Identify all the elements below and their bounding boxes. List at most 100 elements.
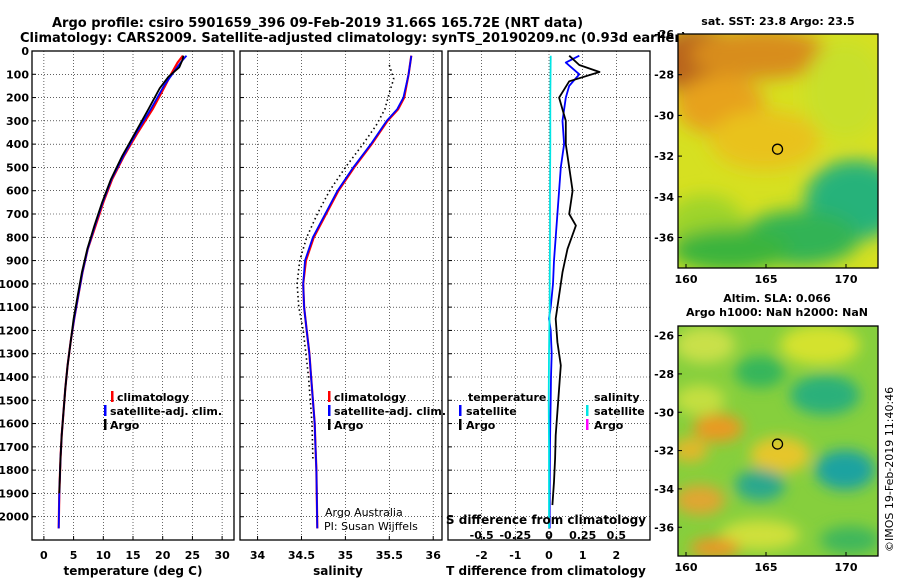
- y-tick-label: 800: [6, 231, 29, 244]
- temperature-legend: climatology satellite-adj. clim. Argo: [104, 391, 222, 432]
- legend-salinity-title: salinity: [594, 391, 640, 404]
- s-difference-x-label: S difference from climatology: [446, 513, 646, 527]
- salinity-x-label: salinity: [313, 564, 363, 578]
- difference-frame: [447, 50, 651, 541]
- legend-s-argo-label: Argo: [594, 419, 624, 432]
- map-y-tick-label: -32: [654, 445, 674, 458]
- y-tick-label: 600: [6, 185, 29, 198]
- y-tick-label: 300: [6, 115, 29, 128]
- difference-panel: -2 -1 0 1 2 -0.5 -0.25 0 0.25 0.5 T difference f…: [446, 50, 651, 578]
- y-tick-label: 2000: [0, 511, 29, 524]
- x-tick-label: 35: [338, 549, 353, 562]
- temperature-panel: 0100200300400500600700800900100011001200…: [0, 45, 235, 578]
- legend-t-satellite-swatch: [459, 405, 462, 416]
- legend-satellite-swatch: [104, 405, 107, 416]
- series-line-climatology: [302, 55, 413, 529]
- series-line-argo: [58, 55, 185, 494]
- map-x-tick-label: 165: [755, 273, 778, 286]
- x-tick-label: 10: [96, 549, 112, 562]
- temperature-series: [57, 55, 188, 529]
- series-line-argo: [296, 64, 395, 459]
- sst-map-title: sat. SST: 23.8 Argo: 23.5: [701, 15, 854, 28]
- s-tick-label: 0.25: [569, 529, 596, 542]
- y-tick-label: 1200: [0, 324, 29, 337]
- y-tick-label: 1000: [0, 278, 29, 291]
- x-tick-label: 5: [70, 549, 78, 562]
- salinity-frame: [239, 50, 443, 541]
- y-tick-label: 100: [6, 68, 29, 81]
- map-y-tick-label: -30: [654, 109, 674, 122]
- x-tick-label: 0: [545, 549, 553, 562]
- legend-t-argo-label: Argo: [466, 419, 496, 432]
- s-tick-label: -0.25: [499, 529, 531, 542]
- sst-map-frame: [677, 33, 879, 269]
- map-x-tick-label: 170: [835, 561, 858, 574]
- map-x-tick-label: 165: [755, 561, 778, 574]
- legend-satellite-label: satellite-adj. clim.: [110, 405, 222, 418]
- salinity-tick-labels: 34 34.5 35 35.5 36: [250, 549, 441, 562]
- map-y-tick-label: -26: [654, 28, 674, 41]
- temperature-tick-labels: 0 5 10 15 20 25 30: [40, 549, 230, 562]
- x-tick-label: -1: [509, 549, 521, 562]
- y-tick-label: 700: [6, 208, 29, 221]
- legend-s-argo-swatch: [586, 419, 589, 430]
- legend-argo-swatch: [328, 419, 331, 430]
- y-tick-label: 1500: [0, 394, 29, 407]
- legend-satellite-label: satellite-adj. clim.: [334, 405, 446, 418]
- map-x-tick-label: 160: [675, 273, 698, 286]
- temperature-x-label: temperature (deg C): [64, 564, 203, 578]
- s-tick-label: 0.5: [607, 529, 627, 542]
- t-difference-tick-labels: -2 -1 0 1 2: [476, 549, 621, 562]
- map-y-tick-label: -26: [654, 330, 674, 343]
- imos-timestamp: ©IMOS 19-Feb-2019 11:40:46: [883, 387, 896, 552]
- x-tick-label: 20: [155, 549, 171, 562]
- legend-t-satellite-label: satellite: [466, 405, 517, 418]
- legend-s-satellite-label: satellite: [594, 405, 645, 418]
- y-tick-label: 1700: [0, 441, 29, 454]
- x-tick-label: 25: [185, 549, 200, 562]
- depth-tick-labels: 0 100 200 300 400 500 600 700 800 900 1000 1100 1200…: [0, 45, 29, 524]
- series-line-climatology: [57, 55, 184, 529]
- salinity-panel: 34 34.5 35 35.5 36 salinity climatology sate…: [239, 50, 446, 578]
- y-tick-label: 900: [6, 255, 29, 268]
- argo-location-marker: [771, 438, 784, 450]
- map-x-tick-label: 160: [675, 561, 698, 574]
- salinity-grid: [240, 50, 442, 540]
- sst-map: sat. SST: 23.8 Argo: 23.5 160 165 170 -26 -2…: [654, 15, 879, 286]
- legend-argo-swatch: [104, 419, 107, 430]
- s-difference-tick-labels: -0.5 -0.25 0 0.25 0.5: [470, 529, 626, 542]
- y-tick-label: 1100: [0, 301, 29, 314]
- series-line-t-satellite: [548, 54, 581, 529]
- x-tick-label: 2: [613, 549, 621, 562]
- salinity-series: [296, 55, 413, 529]
- sla-map: Altim. SLA: 0.066 Argo h1000: NaN h2000:…: [654, 292, 879, 574]
- sla-map-title: Altim. SLA: 0.066: [723, 292, 831, 305]
- legend-climatology-swatch: [111, 391, 114, 402]
- map-y-tick-label: -32: [654, 150, 674, 163]
- x-tick-label: 15: [125, 549, 140, 562]
- sst-map-tick-labels: 160 165 170 -26 -28 -30 -32 -34 -36: [654, 28, 858, 286]
- credit-line-2: PI: Susan Wijffels: [324, 520, 418, 533]
- y-tick-label: 500: [6, 161, 29, 174]
- x-tick-label: 34.5: [288, 549, 315, 562]
- y-tick-label: 1900: [0, 487, 29, 500]
- y-tick-label: 0: [21, 45, 29, 58]
- s-tick-label: 0: [545, 529, 553, 542]
- legend-s-satellite-swatch: [586, 405, 589, 416]
- series-line-s-satellite: [547, 55, 552, 529]
- series-line-satellite-adj-clim-: [302, 55, 413, 529]
- x-tick-label: 35.5: [376, 549, 403, 562]
- x-tick-label: 0: [40, 549, 48, 562]
- map-y-tick-label: -34: [654, 483, 674, 496]
- legend-t-argo-swatch: [459, 419, 462, 430]
- legend-argo-label: Argo: [334, 419, 364, 432]
- x-tick-label: -2: [476, 549, 488, 562]
- map-y-tick-label: -28: [654, 368, 674, 381]
- y-tick-label: 1400: [0, 371, 29, 384]
- temperature-frame: [31, 50, 235, 541]
- s-tick-label: -0.5: [470, 529, 494, 542]
- y-tick-label: 400: [6, 138, 29, 151]
- sla-field: [678, 326, 878, 556]
- x-tick-label: 30: [214, 549, 230, 562]
